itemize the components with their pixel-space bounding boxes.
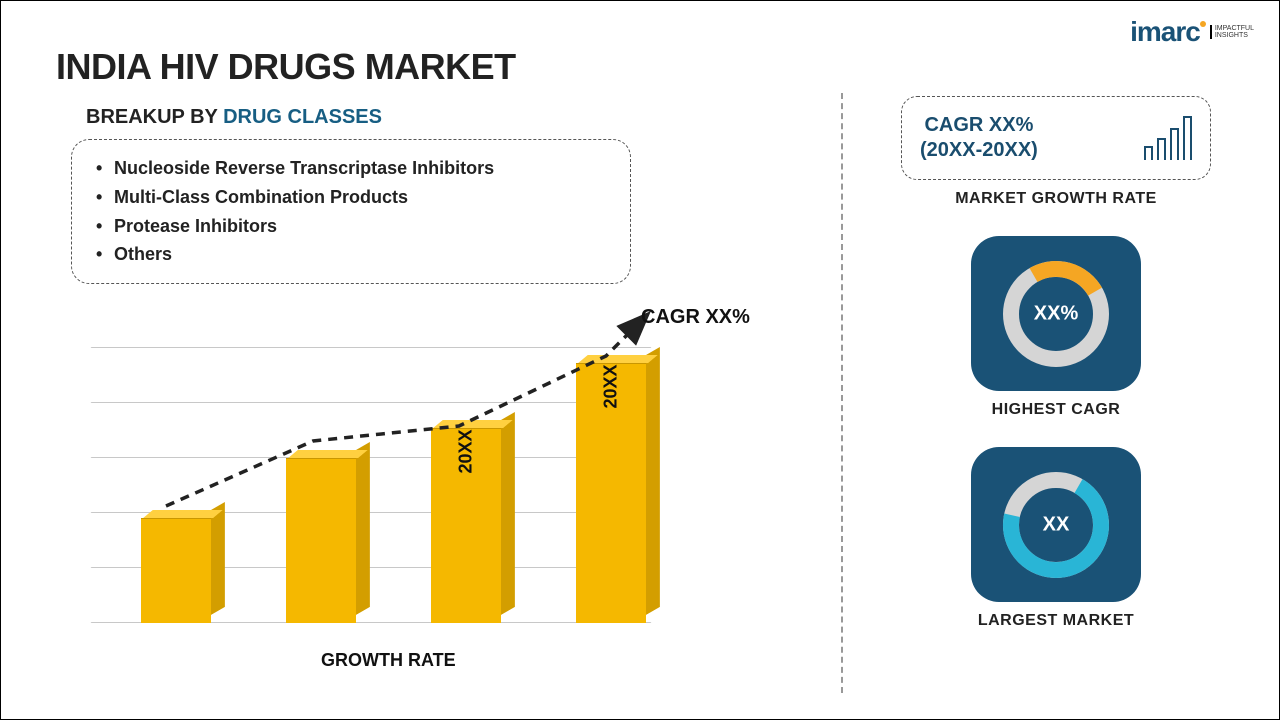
breakup-heading: BREAKUP BY DRUG CLASSES bbox=[86, 106, 382, 129]
bar-label: 20XX bbox=[601, 364, 622, 408]
list-item: Others bbox=[96, 240, 606, 269]
donut-center-value: XX% bbox=[1034, 302, 1078, 325]
bar: 20XX bbox=[431, 428, 501, 623]
list-item: Nucleoside Reverse Transcriptase Inhibit… bbox=[96, 154, 606, 183]
brand-logo: imarc IMPACTFUL INSIGHTS bbox=[1130, 16, 1254, 48]
largest-market-tile: XX bbox=[971, 447, 1141, 602]
bar-chart: 20XX 20XX CAGR XX% GROWTH RATE bbox=[61, 301, 801, 671]
x-axis-label: GROWTH RATE bbox=[321, 650, 456, 671]
list-item: Protease Inhibitors bbox=[96, 212, 606, 241]
highest-cagr-tile: XX% bbox=[971, 236, 1141, 391]
vertical-divider bbox=[841, 93, 843, 693]
bar bbox=[141, 518, 211, 623]
breakup-pre: BREAKUP BY bbox=[86, 106, 223, 128]
panel-sublabel: LARGEST MARKET bbox=[901, 612, 1211, 630]
logo-tagline: IMPACTFUL INSIGHTS bbox=[1210, 25, 1254, 39]
page-title: INDIA HIV DRUGS MARKET bbox=[56, 46, 516, 88]
panel-sublabel: MARKET GROWTH RATE bbox=[901, 190, 1211, 208]
breakup-box: Nucleoside Reverse Transcriptase Inhibit… bbox=[71, 139, 631, 284]
mini-bar-icon bbox=[1144, 116, 1192, 160]
bar bbox=[286, 458, 356, 623]
breakup-list: Nucleoside Reverse Transcriptase Inhibit… bbox=[96, 154, 606, 269]
right-panel: CAGR XX% (20XX-20XX) MARKET GROWTH RATE … bbox=[901, 96, 1211, 630]
bar-label: 20XX bbox=[456, 429, 477, 473]
donut-chart: XX bbox=[996, 465, 1116, 585]
donut-chart: XX% bbox=[996, 254, 1116, 374]
bar: 20XX bbox=[576, 363, 646, 623]
logo-text: imarc bbox=[1130, 16, 1200, 48]
panel-sublabel: HIGHEST CAGR bbox=[901, 401, 1211, 419]
list-item: Multi-Class Combination Products bbox=[96, 183, 606, 212]
breakup-highlight: DRUG CLASSES bbox=[223, 106, 382, 128]
cagr-text: CAGR XX% (20XX-20XX) bbox=[920, 113, 1038, 163]
donut-center-value: XX bbox=[1043, 513, 1070, 536]
cagr-label: CAGR XX% bbox=[641, 306, 750, 329]
logo-dot-icon bbox=[1200, 21, 1206, 27]
cagr-summary-box: CAGR XX% (20XX-20XX) bbox=[901, 96, 1211, 180]
bars-container: 20XX 20XX bbox=[141, 363, 646, 623]
